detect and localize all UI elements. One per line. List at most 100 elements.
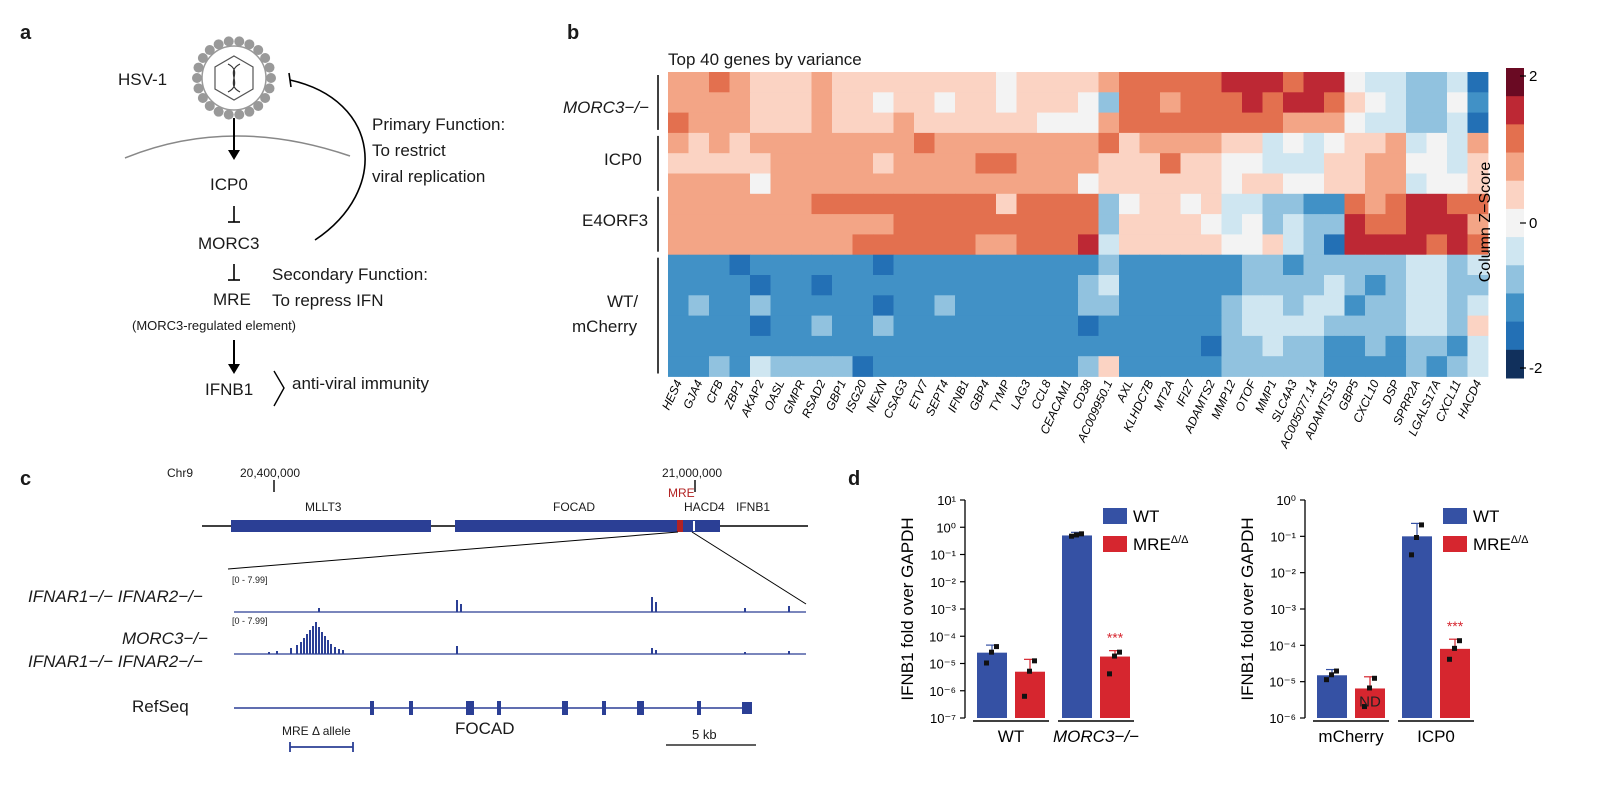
heatmap-cell [996,72,1017,93]
heatmap-cell [1385,234,1407,256]
focad-refseq-label: FOCAD [455,719,515,738]
heatmap-cell [791,275,812,296]
heatmap-cell [1467,112,1489,134]
heatmap-cell [1447,295,1468,316]
heatmap-cell [770,92,792,113]
data-point [994,644,999,650]
heatmap-cell [1262,72,1284,93]
annotation: *** [1107,630,1124,646]
coverage-peak [324,636,326,654]
zoom-line-right [691,531,807,605]
antiviral-label: anti-viral immunity [292,374,429,393]
heatmap-cell [1365,356,1386,377]
heatmap-cell [975,92,997,113]
heatmap-cell [1242,214,1263,235]
heatmap-cell [791,234,812,256]
heatmap-cell [1201,132,1222,154]
hsv1-label: HSV-1 [118,70,168,89]
heatmap-cell [996,335,1017,357]
heatmap-cell [811,92,833,113]
legend-superscript: Δ/Δ [1511,534,1529,546]
legend-swatch-wt [1103,508,1127,524]
heatmap-cell [729,173,751,195]
heatmap-cell [1467,92,1489,113]
heatmap-cell [955,214,976,235]
heatmap-cell [709,72,730,93]
y-axis-label: IFNB1 fold over GAPDH [898,517,917,700]
heatmap-cell [893,193,915,215]
heatmap-cell [811,335,833,357]
bar [1100,656,1130,718]
heatmap-cell [1016,132,1038,154]
heatmap-cell [1283,295,1304,316]
heatmap-cell [770,254,792,276]
heatmap-cell [1324,132,1345,154]
heatmap-cell [1139,275,1161,296]
heatmap-cell [1447,315,1468,337]
heatmap-cell [1324,72,1345,93]
heatmap-cell [832,335,853,357]
heatmap-cell [975,315,997,337]
capsid-bead [264,62,275,73]
heatmap-cell [852,173,874,195]
heatmap-cell [1160,132,1181,154]
heatmap-cell [1262,335,1284,357]
y-tick-label: 10⁻² [1270,566,1296,581]
heatmap-cell [770,295,792,316]
heatmap-cell [1426,295,1448,316]
gene-mllt3 [231,520,431,532]
heatmap-cell [729,254,751,276]
heatmap-cell [914,315,935,337]
heatmap-cell [668,193,689,215]
heatmap-cell [1426,132,1448,154]
legend-label-mre: MREΔ/Δ [1133,534,1189,554]
heatmap-cell [1037,153,1058,174]
heatmap-cell [1426,234,1448,256]
heatmap-cell [975,214,997,235]
heatmap-cell [1037,315,1058,337]
heatmap-cell [750,132,771,154]
heatmap-cell [688,295,710,316]
heatmap-cell [1016,92,1038,113]
heatmap-cell [1324,335,1345,357]
coverage-peak [318,608,320,612]
heatmap-cell [1139,315,1161,337]
heatmap-cell [1119,335,1140,357]
heatmap-cell [688,112,710,134]
heatmap-cell [996,173,1017,195]
data-point [1107,671,1112,677]
heatmap-cell [934,193,956,215]
track1-range: [0 - 7.99] [232,575,268,585]
heatmap-cell [914,132,935,154]
panel-a: a HSV-1 ICP0 MORC3 MRE (MORC3-regulated … [0,0,560,420]
heatmap-cell [1139,234,1161,256]
heatmap-cell [688,92,710,113]
mre-allele-label: MRE Δ allele [282,724,351,738]
heatmap-cell [1324,275,1345,296]
coverage-peak [338,649,340,654]
heatmap-cell [1385,132,1407,154]
colorbar-tick-label: 0 [1529,215,1537,232]
heatmap-cell [1078,214,1099,235]
heatmap-cell [1139,92,1161,113]
heatmap-cell [873,275,894,296]
y-tick-label: 10⁻⁶ [929,684,956,699]
heatmap-cell [1098,72,1120,93]
y-tick-label: 10⁻⁵ [929,657,956,672]
heatmap-cell [1160,92,1181,113]
heatmap-cell [1057,173,1079,195]
heatmap-cell [1344,295,1366,316]
colorbar-segment [1506,152,1524,182]
heatmap-cell [1201,356,1222,377]
heatmap-title: Top 40 genes by variance [668,50,862,69]
bar [977,652,1007,718]
heatmap-cell [1119,295,1140,316]
heatmap-cell [832,132,853,154]
heatmap-cell [1385,92,1407,113]
heatmap-cell [975,153,997,174]
heatmap-cell [1160,254,1181,276]
mre-full-label: (MORC3-regulated element) [132,318,297,333]
heatmap-cell [832,72,853,93]
heatmap-cell [893,275,915,296]
heatmap-cell [934,214,956,235]
